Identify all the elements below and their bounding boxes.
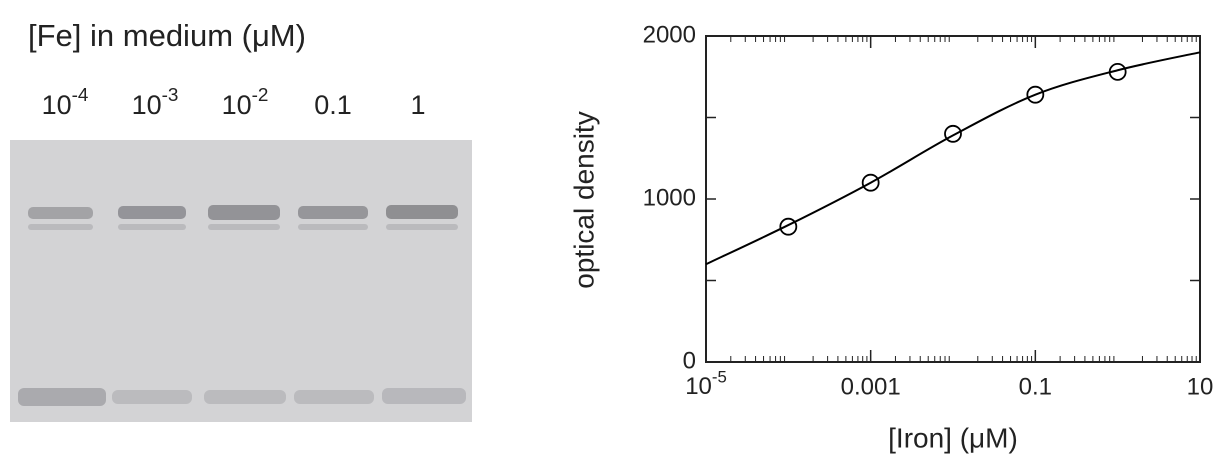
tick-label: 0.1 (314, 90, 352, 120)
label-exponent: -2 (252, 85, 269, 106)
data-point (780, 219, 796, 235)
figure: [Fe] in medium (μM) [Iron] (μM) optical … (0, 0, 1220, 462)
fit-line (706, 52, 1200, 264)
label-exponent: -4 (72, 85, 89, 106)
label-base: 1 (410, 90, 425, 120)
x-axis-label: [Iron] (μM) (888, 422, 1018, 453)
gel-title: [Fe] in medium (μM) (28, 18, 306, 53)
label-base: 0.1 (314, 90, 352, 120)
plot-frame (706, 36, 1200, 362)
tick-label: 1 (410, 90, 425, 120)
label-base: 10 (685, 373, 712, 400)
y-tick-label: 2000 (643, 21, 696, 48)
tick-label: 10-4 (42, 85, 89, 120)
y-tick-label: 1000 (643, 184, 696, 211)
label-base: 10 (42, 90, 72, 120)
label-base: 10 (222, 90, 252, 120)
tick-label: 10-3 (132, 85, 179, 120)
x-tick-label: 0.001 (841, 373, 901, 400)
gel (10, 140, 472, 422)
x-tick-label: 10 (1187, 373, 1214, 400)
y-axis-label: optical density (568, 111, 599, 288)
tick-label: 10-2 (222, 85, 269, 120)
label-exponent: -5 (712, 368, 727, 387)
label-base: 10 (132, 90, 162, 120)
label-exponent: -3 (162, 85, 179, 106)
data-point (945, 126, 961, 142)
y-tick-label: 0 (683, 347, 696, 374)
tick-label: 10-5 (685, 368, 727, 401)
x-tick-label: 0.1 (1019, 373, 1052, 400)
